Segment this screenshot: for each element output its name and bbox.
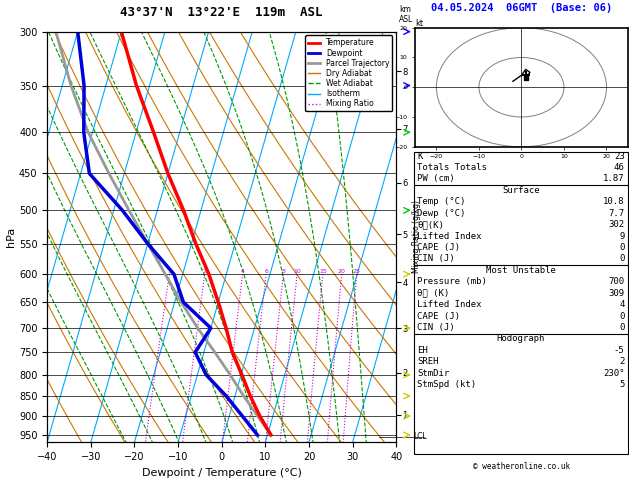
Text: Dewp (°C): Dewp (°C)	[417, 209, 465, 218]
Text: 0: 0	[619, 255, 625, 263]
Text: PW (cm): PW (cm)	[417, 174, 455, 184]
X-axis label: Dewpoint / Temperature (°C): Dewpoint / Temperature (°C)	[142, 468, 302, 478]
Text: 23: 23	[614, 152, 625, 161]
Text: 20: 20	[338, 269, 346, 274]
Text: 10: 10	[293, 269, 301, 274]
Text: 25: 25	[353, 269, 360, 274]
Text: 230°: 230°	[603, 369, 625, 378]
Text: 6: 6	[264, 269, 268, 274]
Text: 1.87: 1.87	[603, 174, 625, 184]
Y-axis label: hPa: hPa	[6, 227, 16, 247]
Text: 43°37'N  13°22'E  119m  ASL: 43°37'N 13°22'E 119m ASL	[121, 6, 323, 19]
Text: 9: 9	[619, 232, 625, 241]
Text: Most Unstable: Most Unstable	[486, 266, 556, 275]
Text: km
ASL: km ASL	[399, 5, 414, 24]
Text: -5: -5	[614, 346, 625, 355]
Text: SREH: SREH	[417, 357, 438, 366]
Text: Lifted Index: Lifted Index	[417, 232, 482, 241]
Text: Pressure (mb): Pressure (mb)	[417, 278, 487, 286]
Text: 0: 0	[619, 323, 625, 332]
Text: Hodograph: Hodograph	[497, 334, 545, 344]
Text: 46: 46	[614, 163, 625, 172]
Legend: Temperature, Dewpoint, Parcel Trajectory, Dry Adiabat, Wet Adiabat, Isotherm, Mi: Temperature, Dewpoint, Parcel Trajectory…	[305, 35, 392, 111]
Text: 2: 2	[619, 357, 625, 366]
Text: θᴄ (K): θᴄ (K)	[417, 289, 449, 298]
Text: 2: 2	[203, 269, 207, 274]
Text: CIN (J): CIN (J)	[417, 323, 455, 332]
Text: K: K	[417, 152, 423, 161]
Text: EH: EH	[417, 346, 428, 355]
Text: 4: 4	[241, 269, 245, 274]
Text: StmSpd (kt): StmSpd (kt)	[417, 380, 476, 389]
Text: 0: 0	[619, 243, 625, 252]
Text: 700: 700	[608, 278, 625, 286]
Text: 8: 8	[281, 269, 286, 274]
Text: CIN (J): CIN (J)	[417, 255, 455, 263]
Text: CAPE (J): CAPE (J)	[417, 312, 460, 321]
Text: 10.8: 10.8	[603, 197, 625, 207]
Text: 309: 309	[608, 289, 625, 298]
Text: 1: 1	[167, 269, 171, 274]
Text: 15: 15	[319, 269, 326, 274]
Bar	[414, 152, 628, 454]
Text: 7.7: 7.7	[608, 209, 625, 218]
Text: kt: kt	[415, 18, 423, 28]
Text: LCL: LCL	[414, 433, 428, 441]
Text: CAPE (J): CAPE (J)	[417, 243, 460, 252]
Text: 5: 5	[619, 380, 625, 389]
Text: © weatheronline.co.uk: © weatheronline.co.uk	[473, 462, 570, 471]
Text: Totals Totals: Totals Totals	[417, 163, 487, 172]
Text: 4: 4	[619, 300, 625, 309]
Text: Surface: Surface	[502, 186, 540, 195]
Text: Temp (°C): Temp (°C)	[417, 197, 465, 207]
Text: θᴄ(K): θᴄ(K)	[417, 220, 444, 229]
Text: Lifted Index: Lifted Index	[417, 300, 482, 309]
Text: 302: 302	[608, 220, 625, 229]
Text: Mixing Ratio (g/kg): Mixing Ratio (g/kg)	[412, 200, 421, 274]
Text: 0: 0	[619, 312, 625, 321]
Text: 04.05.2024  06GMT  (Base: 06): 04.05.2024 06GMT (Base: 06)	[431, 3, 612, 14]
Text: StmDir: StmDir	[417, 369, 449, 378]
